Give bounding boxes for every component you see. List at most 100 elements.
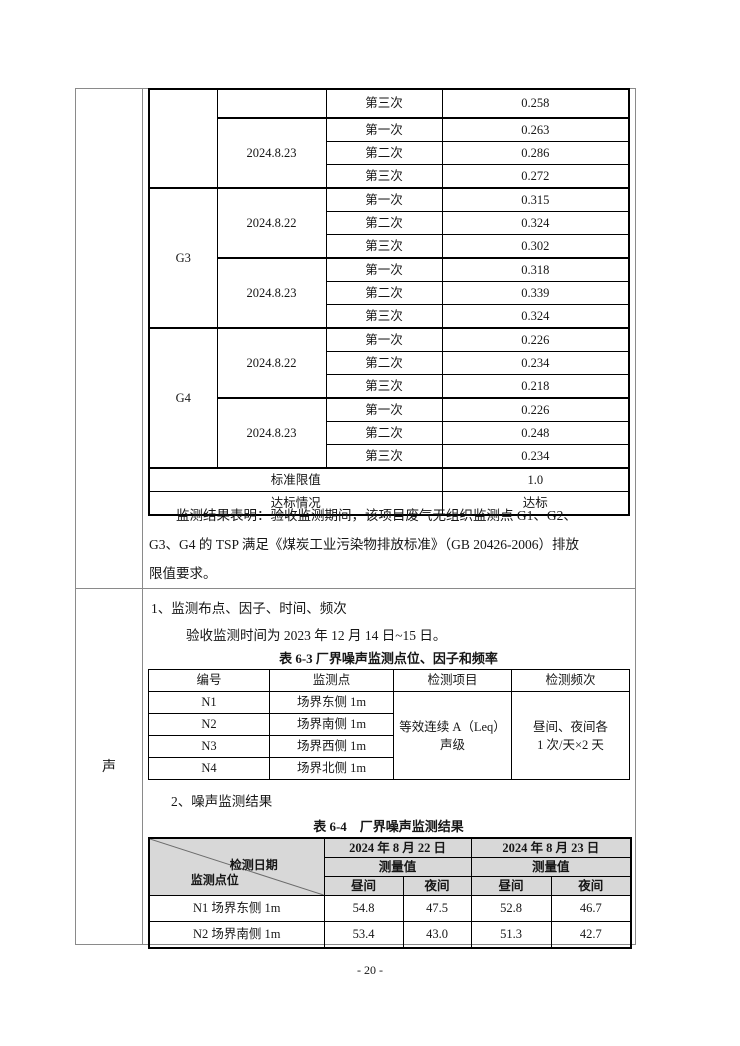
status-row: 达标情况 达标: [148, 491, 630, 516]
noise-points-table: 编号 监测点 检测项目 检测频次 N1 场界东侧 1m 等效连续 A（Leq） …: [148, 669, 630, 780]
value-cell: 0.315: [441, 187, 630, 212]
date-cell: 2024.8.22: [216, 327, 327, 399]
table-row: N4 场界北侧 1m: [148, 757, 630, 780]
value-cell: 0.263: [441, 117, 630, 142]
header-row-measure: 测量值 测量值: [149, 857, 632, 877]
value-cell: 0.234: [441, 444, 630, 469]
night-header-1: 夜间: [402, 876, 472, 896]
point-cell: N2 场界南侧 1m: [148, 921, 325, 949]
section-divider: [75, 588, 635, 589]
value-cell: 47.5: [402, 895, 472, 922]
trial-cell: 第一次: [325, 257, 443, 282]
trial-cell: 第三次: [325, 374, 443, 399]
summary-line: 限值要求。: [149, 566, 217, 581]
noise-heading-results: 2、噪声监测结果: [171, 794, 273, 809]
trial-cell: 第一次: [325, 187, 443, 212]
frequency-line: 1 次/天×2 天: [537, 737, 604, 752]
value-cell: 0.286: [441, 141, 630, 165]
date-cell: 2024.8.23: [216, 397, 327, 469]
date-cell: 2024.8.23: [216, 257, 327, 329]
table-row: 第二次 0.339: [149, 281, 630, 305]
status-label: 达标情况: [148, 491, 443, 516]
trial-cell: 第二次: [325, 281, 443, 305]
table-row: 第二次 0.234: [149, 351, 630, 375]
value-cell: 0.272: [441, 164, 630, 189]
value-cell: 0.324: [441, 211, 630, 235]
noise-monitoring-time: 验收监测时间为 2023 年 12 月 14 日~15 日。: [186, 628, 447, 643]
trial-cell: 第一次: [325, 397, 443, 422]
trial-cell: 第三次: [325, 444, 443, 469]
value-cell: 0.248: [441, 421, 630, 445]
point-cell-g3: G3: [148, 187, 218, 329]
header-row: 编号 监测点 检测项目 检测频次: [148, 669, 630, 692]
noise-heading-points: 1、监测布点、因子、时间、频次: [151, 601, 347, 616]
day-header-1: 昼间: [323, 876, 404, 896]
table-row: 第三次 0.258: [148, 88, 630, 189]
trial-cell: 第三次: [325, 88, 443, 119]
col-header-item: 检测项目: [393, 669, 512, 692]
value-cell: 0.234: [441, 351, 630, 375]
diagonal-header-cell: 检测日期 监测点位: [148, 837, 325, 896]
noise-section-label: 声: [102, 760, 116, 775]
table-row: 2024.8.23 第一次 0.318: [149, 257, 630, 329]
point-location: 场界北侧 1m: [269, 757, 394, 780]
measure-header-1: 测量值: [323, 857, 472, 877]
diagonal-line: [150, 839, 323, 895]
point-cell-g4: G4: [148, 327, 218, 469]
limit-label: 标准限值: [148, 467, 443, 492]
table-row: 第二次 0.324: [149, 211, 630, 235]
point-cell: N1 场界东侧 1m: [148, 895, 325, 922]
trial-cell: 第二次: [325, 421, 443, 445]
date-cell-cut: [216, 88, 327, 119]
point-cell-g2-cut: [148, 88, 218, 189]
trial-cell: 第三次: [325, 234, 443, 259]
header-row-dates: 检测日期 监测点位 2024 年 8 月 22 日 2024 年 8 月 23 …: [148, 837, 632, 896]
monitoring-item-cell: 等效连续 A（Leq） 声级: [393, 691, 512, 780]
value-cell: 0.339: [441, 281, 630, 305]
summary-line: G3、G4 的 TSP 满足《煤炭工业污染物排放标准》（GB 20426-200…: [149, 537, 580, 552]
point-id: N1: [148, 691, 270, 714]
value-cell: 52.8: [470, 895, 552, 922]
point-location: 场界西侧 1m: [269, 735, 394, 758]
value-cell: 0.318: [441, 257, 630, 282]
table-row: 2024.8.23 第一次 0.263: [149, 117, 630, 189]
point-location: 场界东侧 1m: [269, 691, 394, 714]
air-summary-paragraph: 监测结果表明：验收监测期间，该项目废气无组织监测点 G1、G2、 G3、G4 的…: [149, 501, 630, 588]
table-row: 第三次 0.272: [149, 164, 630, 189]
limit-row: 标准限值 1.0: [148, 467, 630, 492]
fugitive-emission-table: 第三次 0.258 2024.8.23 第一次 0.263 第二次 0.286 …: [148, 88, 630, 516]
value-cell: 0.324: [441, 304, 630, 329]
table-row: 第三次 0.234: [149, 444, 630, 469]
value-cell: 46.7: [550, 895, 632, 922]
table-row: N1 场界东侧 1m 54.8 47.5 52.8 46.7: [148, 895, 632, 922]
table-row: 第三次 0.324: [149, 304, 630, 329]
trial-cell: 第三次: [325, 304, 443, 329]
value-cell: 0.302: [441, 234, 630, 259]
value-cell: 54.8: [323, 895, 404, 922]
col-header-point: 监测点: [269, 669, 394, 692]
trial-cell: 第二次: [325, 211, 443, 235]
value-cell: 0.258: [441, 88, 630, 119]
value-cell: 53.4: [323, 921, 404, 949]
point-id: N4: [148, 757, 270, 780]
date-cell: 2024.8.23: [216, 117, 327, 189]
summary-line: 监测结果表明：验收监测期间，该项目废气无组织监测点 G1、G2、: [176, 508, 577, 523]
table63-title: 表 6-3 厂界噪声监测点位、因子和频率: [279, 651, 498, 666]
table-row: 第二次 0.286: [149, 141, 630, 165]
diag-label-point: 监测点位: [190, 873, 239, 887]
night-header-2: 夜间: [550, 876, 632, 896]
page-number: - 20 -: [357, 963, 383, 977]
trial-cell: 第一次: [325, 117, 443, 142]
col-header-id: 编号: [148, 669, 270, 692]
trial-cell: 第二次: [325, 141, 443, 165]
point-id: N3: [148, 735, 270, 758]
trial-cell: 第一次: [325, 327, 443, 352]
point-location: 场界南侧 1m: [269, 713, 394, 736]
date-header-2: 2024 年 8 月 23 日: [470, 837, 632, 858]
table-row: G3 2024.8.22 第一次 0.315: [148, 187, 630, 329]
value-cell: 0.226: [441, 397, 630, 422]
point-id: N2: [148, 713, 270, 736]
measure-header-2: 测量值: [470, 857, 632, 877]
noise-results-table: 检测日期 监测点位 2024 年 8 月 22 日 2024 年 8 月 23 …: [148, 837, 633, 949]
